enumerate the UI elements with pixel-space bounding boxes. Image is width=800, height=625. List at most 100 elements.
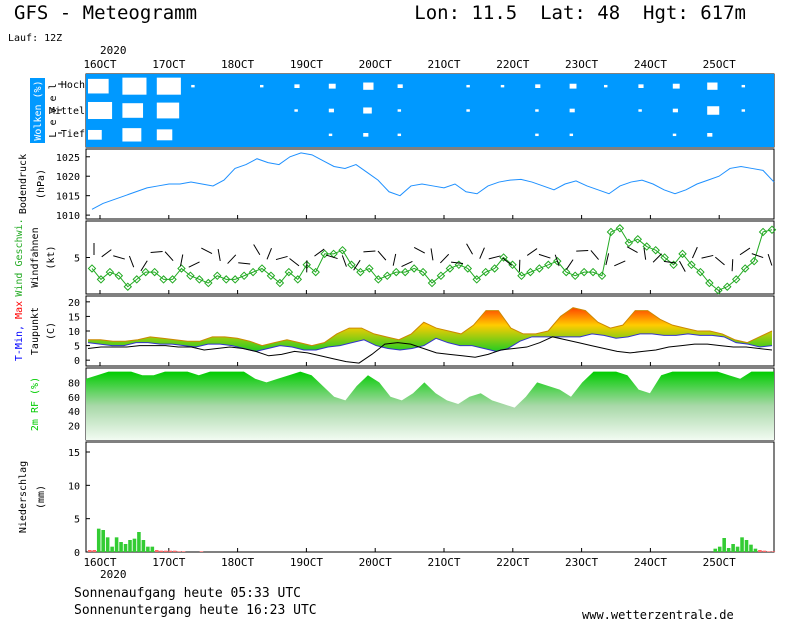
x-tick-bottom: 16OCT: [83, 556, 116, 569]
cloud-gap: [122, 103, 144, 118]
cloud-gap: [122, 128, 142, 142]
cloud-gap: [672, 133, 677, 137]
wind-barb: [701, 254, 714, 259]
wind-barb: [565, 259, 574, 270]
cloud-gap: [363, 107, 372, 114]
precip-bar: [744, 540, 749, 552]
wind-speed-point: [302, 260, 311, 270]
year-label-bottom: 2020: [100, 568, 127, 581]
wind-speed-point: [248, 267, 258, 277]
cloud-gap: [294, 84, 300, 88]
precip-bar: [168, 550, 172, 552]
wind-barb: [275, 255, 288, 261]
wind-speed-point: [195, 275, 204, 284]
panel-frame-pressure: [85, 148, 775, 220]
wind-speed-point: [651, 245, 660, 255]
wind-speed-point: [400, 267, 410, 277]
wind-barb: [502, 257, 513, 266]
wind-speed-point: [257, 264, 267, 273]
wind-speed-point: [141, 267, 150, 277]
humidity-area: [86, 371, 774, 440]
wind-speed-point: [588, 267, 598, 277]
wind-barb: [266, 248, 272, 260]
cloud-gap: [397, 84, 403, 88]
wind-barb: [652, 253, 662, 263]
cloud-gap: [604, 84, 608, 88]
wind-speed-point: [204, 278, 213, 288]
wind-speed-point: [561, 267, 571, 277]
y-tick-precipitation: 10: [68, 481, 80, 492]
pressure-line: [91, 152, 775, 210]
wind-speed-point: [123, 282, 133, 291]
wind-speed-point: [615, 224, 625, 233]
wind-barb: [413, 246, 426, 254]
wind-speed-point: [418, 267, 428, 277]
cloud-gap: [741, 109, 746, 112]
wind-speed-point: [472, 275, 481, 284]
wind-barb: [691, 246, 698, 259]
precip-bar: [123, 544, 128, 552]
cloud-gap: [328, 133, 333, 137]
precip-bar: [96, 528, 101, 552]
y-tick-precipitation: 0: [74, 548, 80, 559]
wind-speed-point: [114, 271, 124, 280]
wind-barb: [614, 260, 626, 267]
cloud-gap: [569, 133, 574, 137]
cloud-gap: [397, 133, 402, 137]
wind-barb: [179, 254, 184, 267]
panel-frame-precipitation: [85, 441, 775, 553]
website-credit: www.wetterzentrale.de: [582, 608, 734, 622]
y-tick-temperature: 10: [68, 327, 80, 338]
wind-barb: [341, 255, 347, 267]
wind-speed-point: [329, 249, 338, 259]
wind-barb: [663, 260, 676, 264]
y-tick-temperature: 20: [68, 298, 80, 309]
precip-bar: [758, 550, 762, 552]
wind-speed-point: [150, 267, 159, 277]
wind-speed-point: [767, 225, 777, 235]
wind-barb: [554, 254, 560, 267]
wind-speed-point: [221, 275, 231, 284]
precip-bar: [132, 538, 137, 552]
y-tick-wind: 5: [74, 254, 80, 265]
cloud-gap: [707, 106, 720, 115]
wind-speed-point: [579, 267, 589, 277]
wind-barb: [739, 247, 751, 256]
wind-barb: [140, 260, 148, 272]
cloud-gap: [741, 84, 746, 88]
cloud-gap: [638, 109, 642, 112]
precip-bar: [155, 550, 159, 552]
y-tick-humidity: 60: [68, 393, 80, 404]
cloud-ylabel: Wolken (%): [33, 80, 44, 140]
wind-speed-point: [597, 271, 607, 280]
precip-bar: [762, 550, 767, 552]
x-tick-bottom: 23OCT: [565, 556, 598, 569]
year-label-top: 2020: [100, 44, 127, 57]
x-tick-top: 22OCT: [496, 58, 529, 71]
precip-bar: [163, 550, 168, 552]
x-tick-bottom: 25OCT: [703, 556, 736, 569]
y-tick-precipitation: 15: [68, 448, 80, 459]
cloud-gap: [535, 133, 539, 137]
wind-barb: [227, 254, 237, 264]
wind-speed-point: [481, 267, 490, 277]
sunset-text: Sonnenuntergang heute 16:23 UTC: [74, 603, 317, 618]
wind-barb: [488, 255, 501, 260]
x-tick-bottom: 20OCT: [359, 556, 392, 569]
cloud-level-label: Tief: [61, 129, 85, 140]
wind-speed-point: [526, 267, 535, 277]
precip-bar: [101, 530, 105, 552]
wind-barb: [679, 260, 686, 272]
precip-bar: [735, 546, 740, 552]
wind-speed-point: [436, 271, 446, 280]
wind-barb: [201, 247, 213, 254]
wind-barb: [325, 254, 338, 260]
wind-barb: [715, 256, 725, 266]
wind-barb: [392, 253, 397, 266]
precip-bar: [771, 551, 776, 552]
wind-speed-point: [445, 264, 455, 273]
cloud-gap: [88, 129, 102, 140]
x-tick-bottom: 21OCT: [427, 556, 460, 569]
x-tick-top: 16OCT: [83, 58, 116, 71]
dewpoint-line: [87, 336, 773, 364]
